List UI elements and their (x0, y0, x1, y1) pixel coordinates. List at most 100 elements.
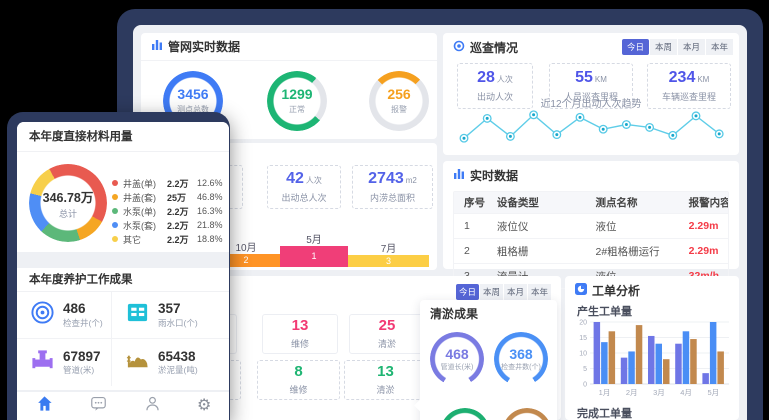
card-label: 维修 (290, 339, 309, 350)
podium-month-label: 10月 (235, 243, 257, 254)
home-icon (35, 394, 54, 418)
donut-value: 3456 (177, 85, 209, 102)
stat-unit: 人次 (496, 75, 513, 85)
panel-title: 清淤成果 (430, 306, 479, 321)
stat-unit: KM (697, 75, 710, 85)
stat-card: 2743 m2 内涝总面积 (352, 165, 433, 209)
dredge-gauge: 468 管道长(米) (430, 332, 484, 386)
panel-title: 工单分析 (592, 283, 641, 298)
donut-text: 1299 正常 (267, 71, 327, 131)
card-label: 清淤 (376, 385, 395, 396)
donut-ring (369, 71, 429, 131)
patrol-tab-本月[interactable]: 本月 (678, 39, 705, 55)
legend-name: 井盖(单) (123, 178, 156, 189)
svg-text:15: 15 (579, 335, 587, 342)
materials-donut-ring (29, 164, 107, 242)
gauge-ring (494, 332, 548, 386)
gauge-label: 管道长(米) (440, 363, 474, 371)
legend-item: 井盖(单) 2.2万 12.6% (112, 177, 224, 189)
svg-text:1月: 1月 (599, 388, 611, 397)
legend-percent: 16.3% (197, 206, 223, 216)
rain-inlet-icon (125, 300, 150, 330)
gauge-ring (502, 408, 552, 420)
materials-total-value: 346.78万 (42, 190, 94, 205)
card-label: 清淤 (377, 339, 396, 350)
svg-text:10: 10 (579, 351, 587, 358)
phone-nav-bar: ⚙ (17, 390, 229, 420)
manhole-icon (30, 300, 55, 330)
table-cell: 2 (464, 245, 470, 257)
svg-text:5: 5 (583, 366, 587, 373)
stat-card: 55 KM 人员巡查里程 (549, 63, 633, 109)
table-header-cell: 序号 (464, 197, 485, 209)
dredge-gauge (502, 408, 552, 420)
gauge-text: 368 检查井数(个) (494, 332, 548, 386)
stat-label: 出动总人次 (281, 192, 327, 203)
achievement-value: 65438 (158, 348, 196, 364)
alarm-table: 序号 设备类型 测点名称 报警内容 1 液位仪 液位 2.29m 2 粗格栅 2#粗格栅运行 2.29… (453, 191, 729, 289)
donut-value: 256 (387, 85, 411, 102)
status-donut: 256 报警 (369, 71, 429, 131)
nav-home[interactable] (35, 394, 54, 418)
legend-percent: 12.6% (197, 178, 223, 188)
legend-dot (112, 208, 118, 214)
card-value: 8 (294, 362, 303, 380)
table-cell: 液位仪 (496, 220, 529, 233)
table-header-cell: 测点名称 (595, 197, 638, 209)
materials-donut-chart: 346.78万 总计 (29, 164, 107, 242)
chat-icon (89, 394, 108, 418)
donut-text: 256 报警 (369, 71, 429, 131)
table-header-cell: 设备类型 (496, 197, 539, 209)
legend-dot (112, 236, 118, 242)
podium-bar: 1 (280, 246, 348, 267)
podium-month-label: 5月 (306, 235, 322, 246)
legend-dot (112, 180, 118, 186)
maintenance-tab-本年[interactable]: 本年 (528, 284, 551, 300)
legend-item: 井盖(套) 25万 46.8% (112, 191, 224, 203)
maintenance-tab-本月[interactable]: 本月 (504, 284, 527, 300)
table-row: 2 粗格栅 2#粗格栅运行 2.29m (454, 238, 728, 263)
nav-settings[interactable]: ⚙ (197, 398, 211, 414)
donut-ring (267, 71, 327, 131)
table-header-row: 序号 设备类型 测点名称 报警内容 (454, 192, 728, 213)
stat-label: 人员巡查里程 (563, 91, 618, 102)
trend-title: 近12个月出动人次趋势 (540, 99, 642, 110)
maintenance-tab-本周[interactable]: 本周 (480, 284, 503, 300)
patrol-tab-本周[interactable]: 本周 (650, 39, 677, 55)
materials-total-label: 总计 (58, 208, 77, 219)
legend-name: 水泵(套) (123, 220, 156, 231)
nav-messages[interactable] (89, 394, 108, 418)
stat-unit: m2 (405, 176, 417, 186)
patrol-tab-今日[interactable]: 今日 (622, 39, 649, 55)
maintenance-card: 13 清淤 (344, 360, 427, 400)
legend-name: 其它 (123, 234, 142, 245)
stat-unit: 人次 (305, 176, 322, 186)
workorder-bar-chart: 20 15 10 5 0 1月 2月 3月 4月 5月 (579, 320, 729, 397)
svg-text:3月: 3月 (653, 388, 665, 397)
legend-value: 2.2万 (167, 206, 189, 217)
realtime-table-panel: 实时数据 序号 设备类型 测点名称 报警内容 1 液位仪 液位 2.29m 2 粗格栅 2#粗格栅运… (443, 161, 739, 289)
achievement-value: 357 (158, 301, 181, 317)
card-value: 25 (378, 316, 396, 334)
dredge-gauge: 368 检查井数(个) (494, 332, 548, 386)
person-icon (143, 394, 162, 418)
legend-dot (112, 194, 118, 200)
legend-dot (112, 222, 118, 228)
stat-value: 28 人次 (477, 69, 513, 87)
donut-label: 测点总数 (177, 105, 209, 115)
achievement-label: 检查井(个) (63, 317, 103, 328)
patrol-line-chart (459, 110, 724, 143)
gauge-ring (430, 332, 484, 386)
pie-clock-icon (575, 282, 587, 298)
nav-profile[interactable] (143, 394, 162, 418)
completed-orders-title: 完成工单量 (577, 408, 632, 420)
legend-item: 水泵(单) 2.2万 16.3% (112, 205, 224, 217)
svg-text:0: 0 (583, 382, 587, 389)
stat-unit: KM (594, 75, 607, 85)
patrol-tab-本年[interactable]: 本年 (706, 39, 733, 55)
stat-card: 42 人次 出动总人次 (267, 165, 341, 209)
svg-text:20: 20 (579, 320, 587, 327)
podium-month-label: 7月 (380, 244, 397, 255)
maintenance-tab-今日[interactable]: 今日 (456, 284, 479, 300)
achievement-cell: 65438 淤泥量(吨) (112, 339, 229, 386)
